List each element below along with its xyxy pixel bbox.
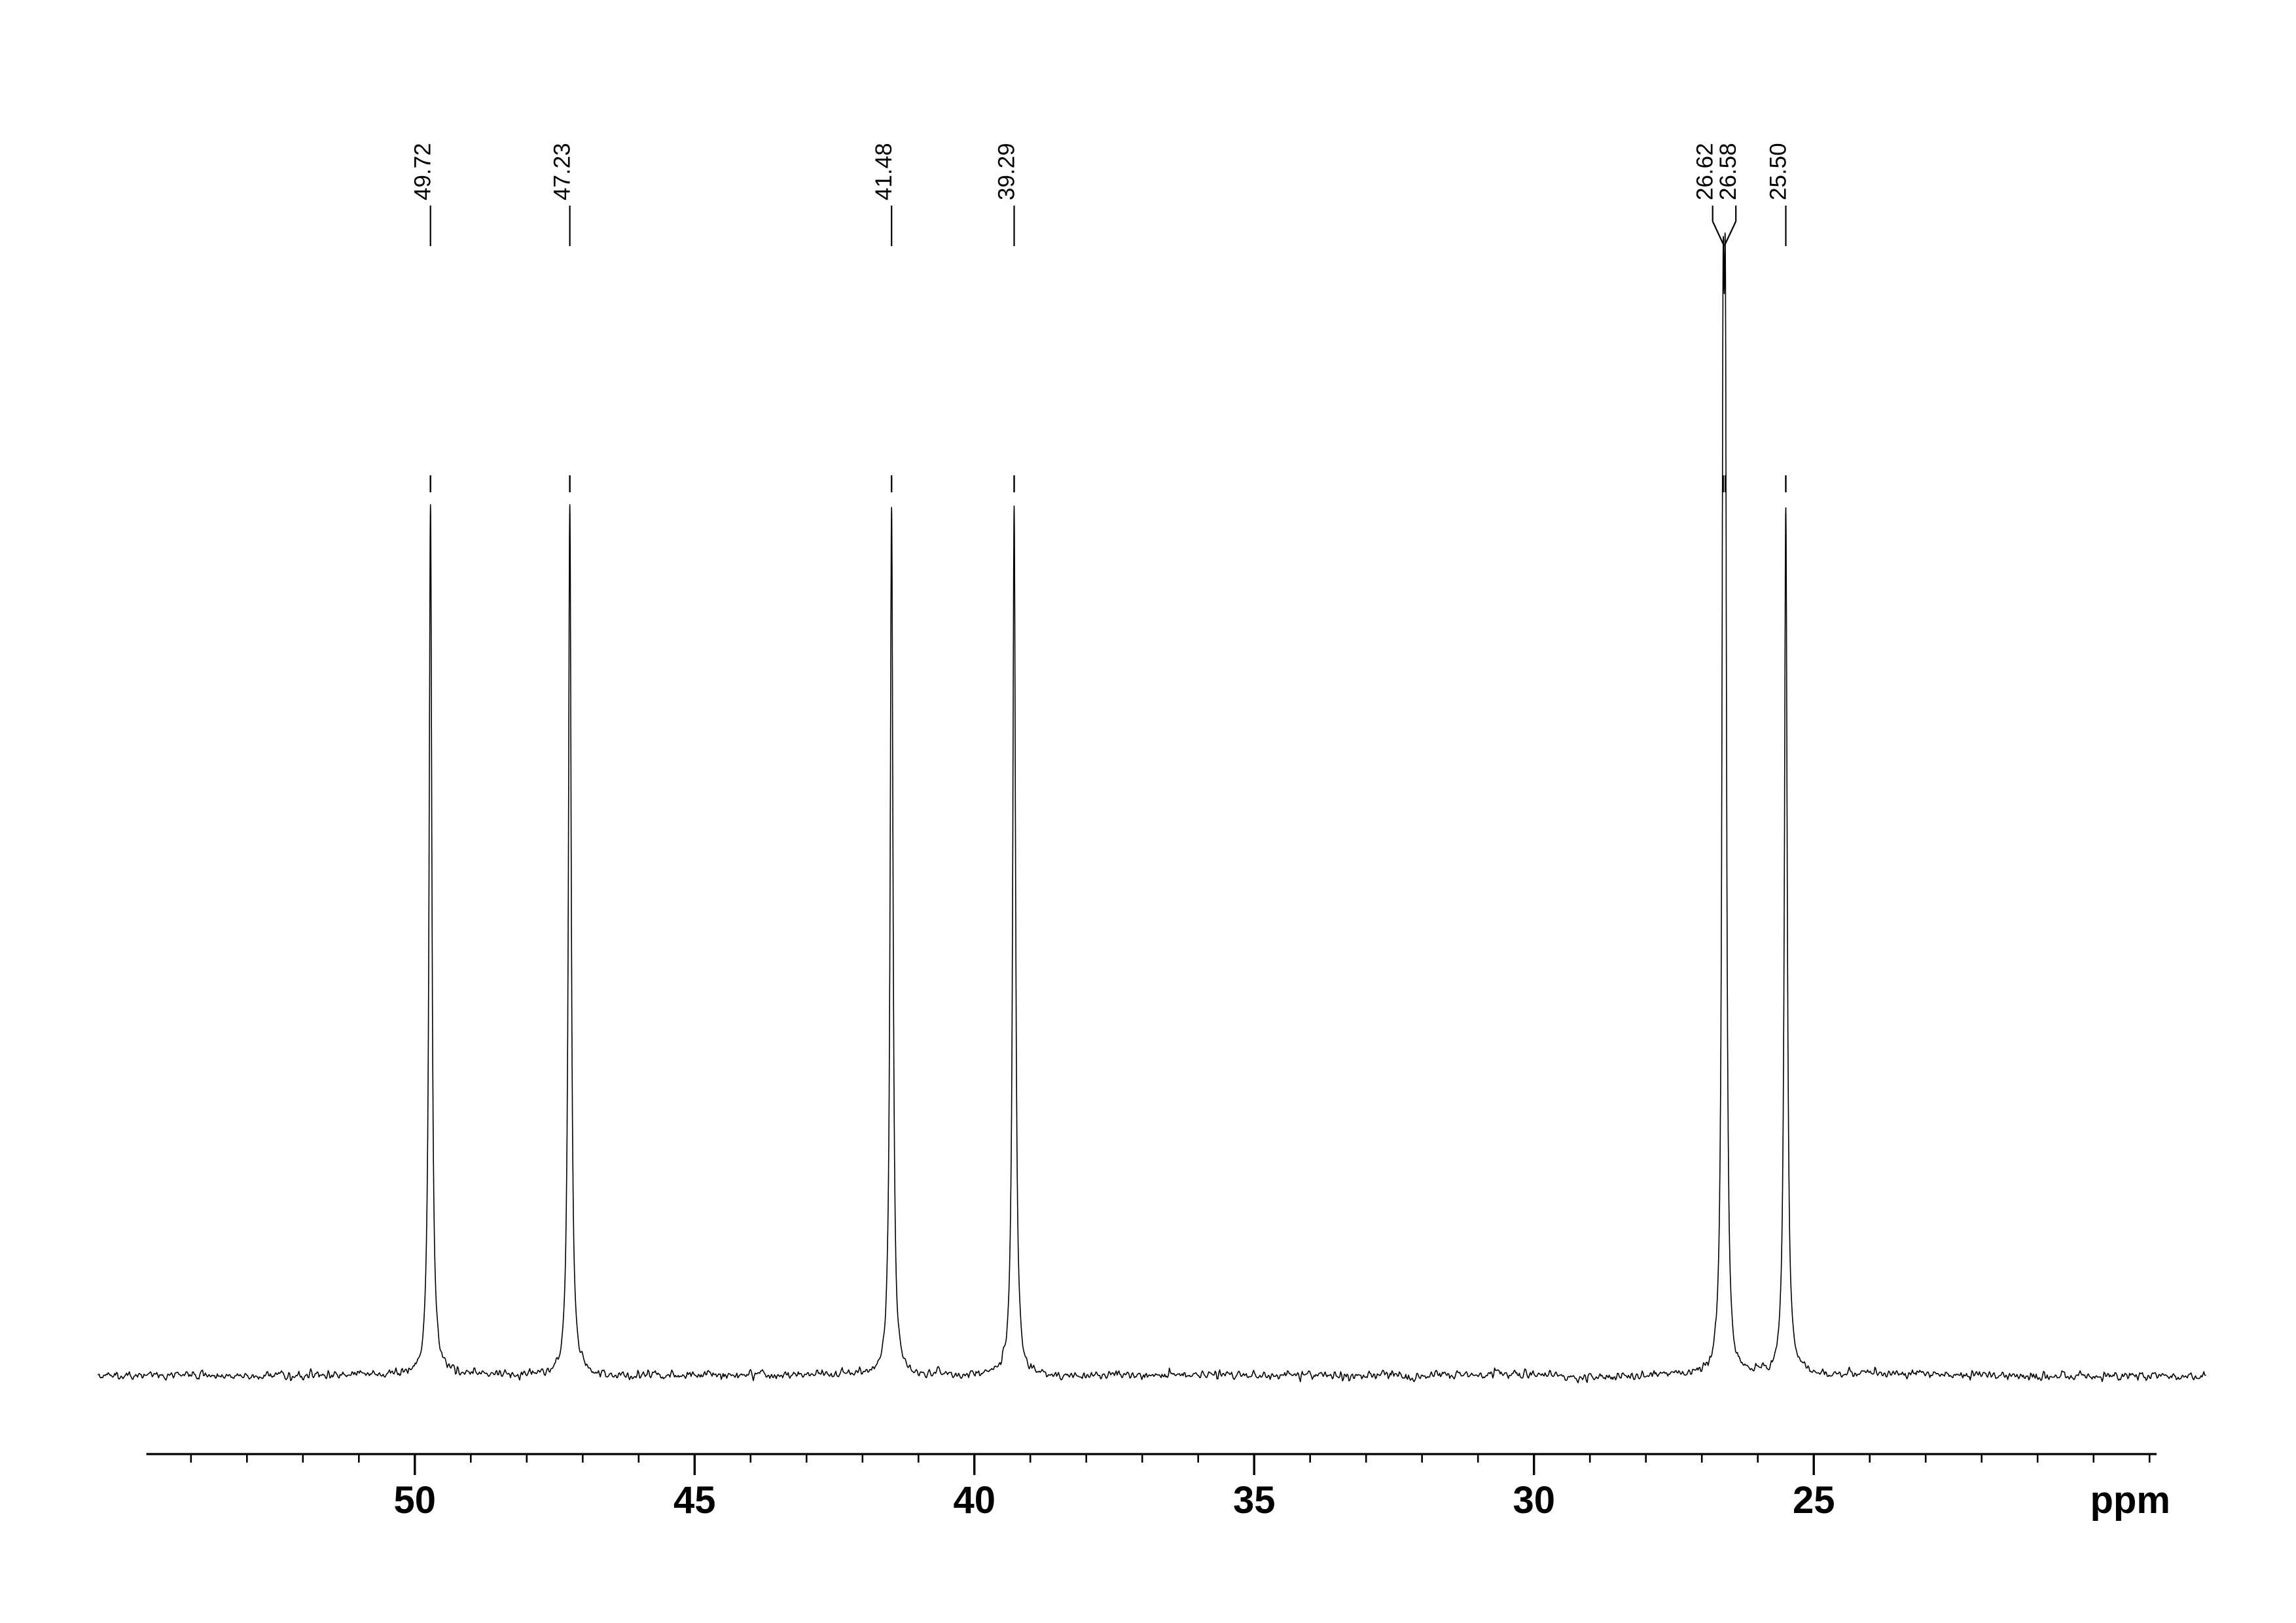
svg-text:50: 50 — [394, 1479, 437, 1522]
svg-text:30: 30 — [1513, 1479, 1555, 1522]
svg-text:26.58: 26.58 — [1715, 143, 1741, 200]
svg-text:45: 45 — [673, 1479, 716, 1522]
svg-text:25.50: 25.50 — [1766, 143, 1791, 200]
svg-text:49.72: 49.72 — [410, 143, 436, 200]
svg-text:40: 40 — [953, 1479, 996, 1522]
svg-text:47.23: 47.23 — [550, 143, 575, 200]
svg-text:25: 25 — [1793, 1479, 1835, 1522]
svg-text:ppm: ppm — [2090, 1479, 2170, 1522]
svg-text:26.62: 26.62 — [1693, 143, 1718, 200]
svg-text:41.48: 41.48 — [871, 143, 897, 200]
svg-text:39.29: 39.29 — [994, 143, 1020, 200]
svg-text:35: 35 — [1233, 1479, 1276, 1522]
